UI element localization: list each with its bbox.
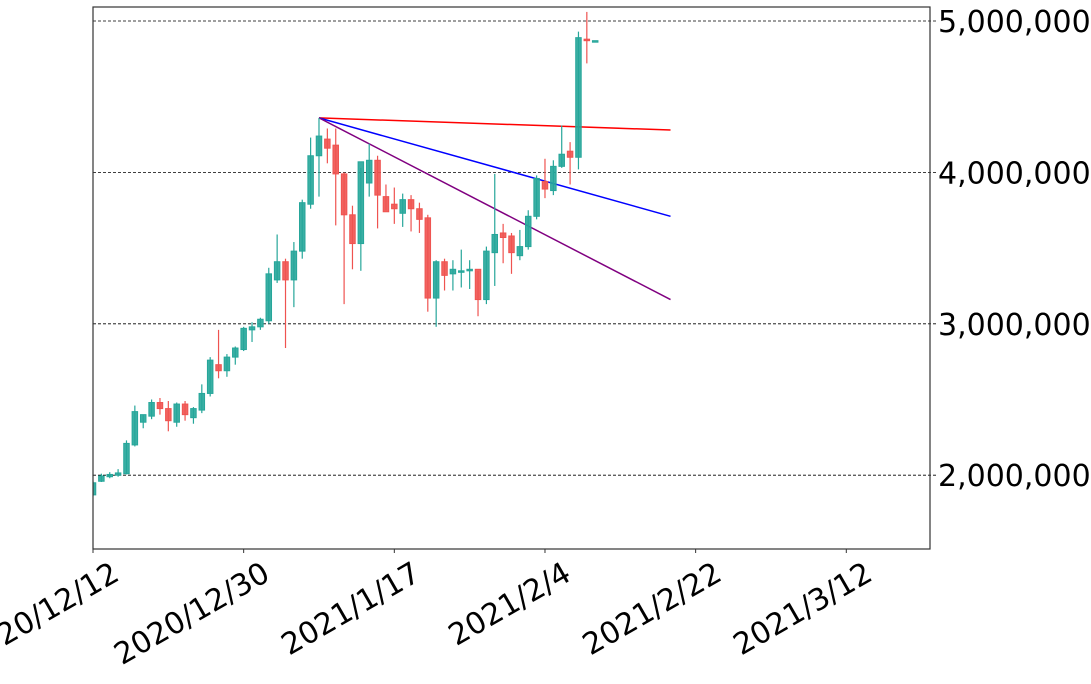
candle <box>181 401 189 421</box>
candle <box>332 128 339 226</box>
candle <box>156 397 164 415</box>
x-tick-label: 2021/2/4 <box>443 556 577 654</box>
candle <box>474 268 482 317</box>
y-tick-label: 5,000,000 <box>938 5 1091 40</box>
candle <box>466 260 473 289</box>
y-tick-label: 4,000,000 <box>938 156 1091 191</box>
y-axis: 2,000,000 3,000,000 4,000,000 5,000,000 <box>938 5 1091 494</box>
x-tick-label: 2020/12/12 <box>0 556 125 673</box>
candle <box>248 322 256 342</box>
x-tick-label: 2021/2/22 <box>577 556 728 663</box>
candle <box>374 155 381 229</box>
candle <box>432 260 440 327</box>
candle <box>307 137 314 209</box>
candle <box>265 267 273 324</box>
candle <box>198 384 206 414</box>
candle <box>173 402 180 427</box>
x-tick-label: 2021/3/12 <box>728 556 879 663</box>
candle <box>591 40 599 43</box>
candle <box>232 346 239 365</box>
y-tick-label: 2,000,000 <box>938 459 1091 494</box>
red-trendline <box>318 117 671 131</box>
candle <box>206 357 214 397</box>
candle <box>441 258 448 291</box>
candle <box>524 210 532 250</box>
candle <box>458 249 465 288</box>
candle <box>382 184 390 213</box>
candle <box>190 407 197 424</box>
candle <box>257 317 264 330</box>
candle <box>499 223 507 264</box>
candle <box>407 195 415 232</box>
plot-frame <box>92 6 931 550</box>
candle <box>139 414 147 429</box>
candle <box>416 202 423 233</box>
candle <box>575 31 582 170</box>
candle <box>93 481 97 497</box>
candle <box>299 199 306 259</box>
candle <box>123 440 130 475</box>
candle <box>566 142 574 185</box>
candle <box>558 125 565 168</box>
candle <box>399 193 406 227</box>
candle <box>349 205 356 270</box>
candle <box>357 161 365 271</box>
candle <box>165 401 172 432</box>
candle <box>131 405 139 447</box>
candle <box>240 326 247 352</box>
candle <box>449 260 457 291</box>
candle <box>550 160 557 196</box>
x-tick-label: 2020/12/30 <box>108 556 275 673</box>
candle <box>541 158 549 199</box>
candle <box>491 173 499 286</box>
candle <box>215 329 222 379</box>
candle <box>516 229 524 261</box>
candle <box>483 246 490 305</box>
x-tick-label: 2021/1/17 <box>276 556 427 663</box>
candle <box>114 469 122 477</box>
candle <box>290 242 298 308</box>
candle <box>273 234 281 283</box>
y-tick-label: 3,000,000 <box>938 308 1091 343</box>
candle <box>223 354 231 377</box>
candle <box>365 143 373 197</box>
candle <box>315 117 323 197</box>
candle <box>282 258 289 349</box>
candles <box>93 11 599 497</box>
candle <box>508 232 515 274</box>
candle <box>148 399 155 420</box>
candle <box>98 473 105 483</box>
candle <box>340 172 348 305</box>
candle <box>106 472 113 479</box>
candle <box>533 175 540 220</box>
candle <box>583 11 591 64</box>
candle <box>391 187 398 224</box>
candle <box>324 128 331 164</box>
candle <box>424 214 432 312</box>
blue-trendline <box>318 117 671 218</box>
